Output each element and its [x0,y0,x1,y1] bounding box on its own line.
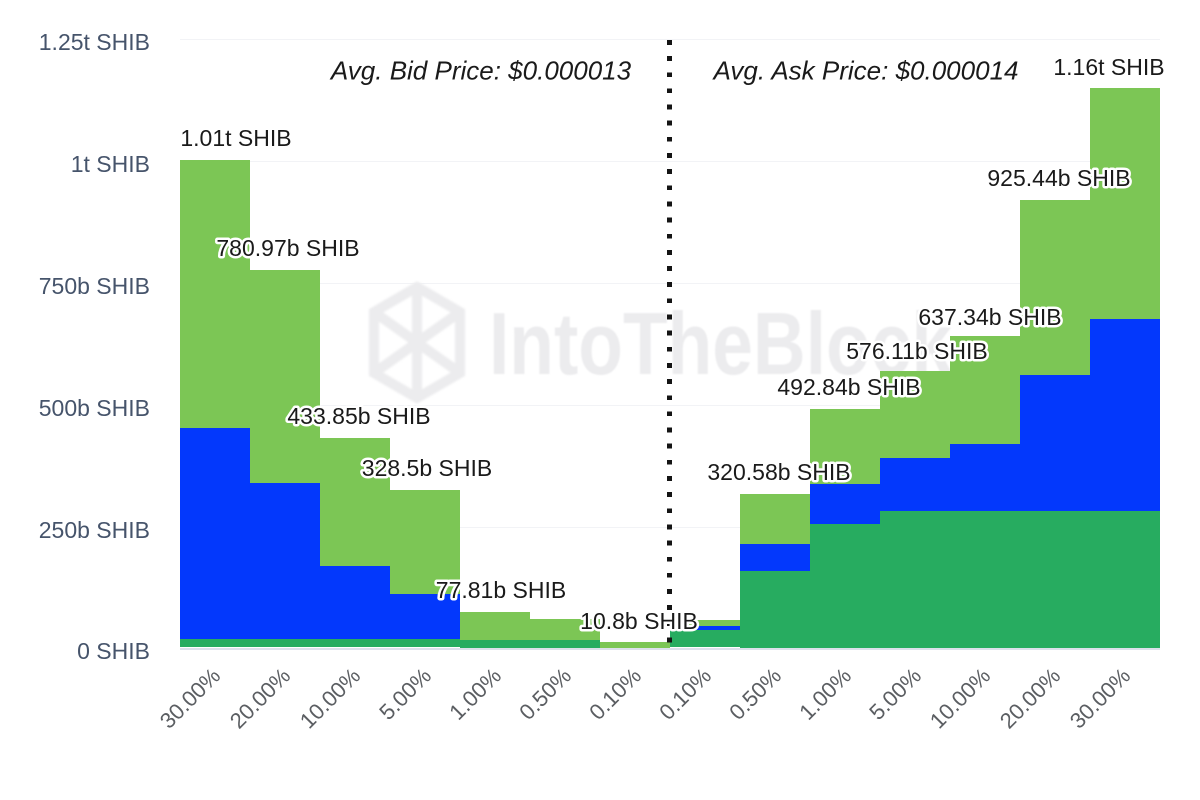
svg-text:780.97b SHIB: 780.97b SHIB [216,235,359,261]
svg-text:637.34b SHIB: 637.34b SHIB [918,304,1061,330]
svg-text:10.8b SHIB: 10.8b SHIB [580,608,698,634]
svg-text:1.01t SHIB: 1.01t SHIB [180,125,291,151]
svg-text:328.5b SHIB: 328.5b SHIB [362,455,492,481]
svg-text:576.11b SHIB: 576.11b SHIB [846,338,988,364]
svg-text:IntoTheBlock: IntoTheBlock [489,294,953,393]
svg-text:320.58b SHIB: 320.58b SHIB [707,459,850,485]
svg-text:433.85b SHIB: 433.85b SHIB [287,403,430,429]
svg-text:77.81b SHIB: 77.81b SHIB [436,577,566,603]
svg-text:1.16t SHIB: 1.16t SHIB [1053,54,1164,80]
svg-text:492.84b SHIB: 492.84b SHIB [777,374,920,400]
svg-text:925.44b SHIB: 925.44b SHIB [987,165,1130,191]
